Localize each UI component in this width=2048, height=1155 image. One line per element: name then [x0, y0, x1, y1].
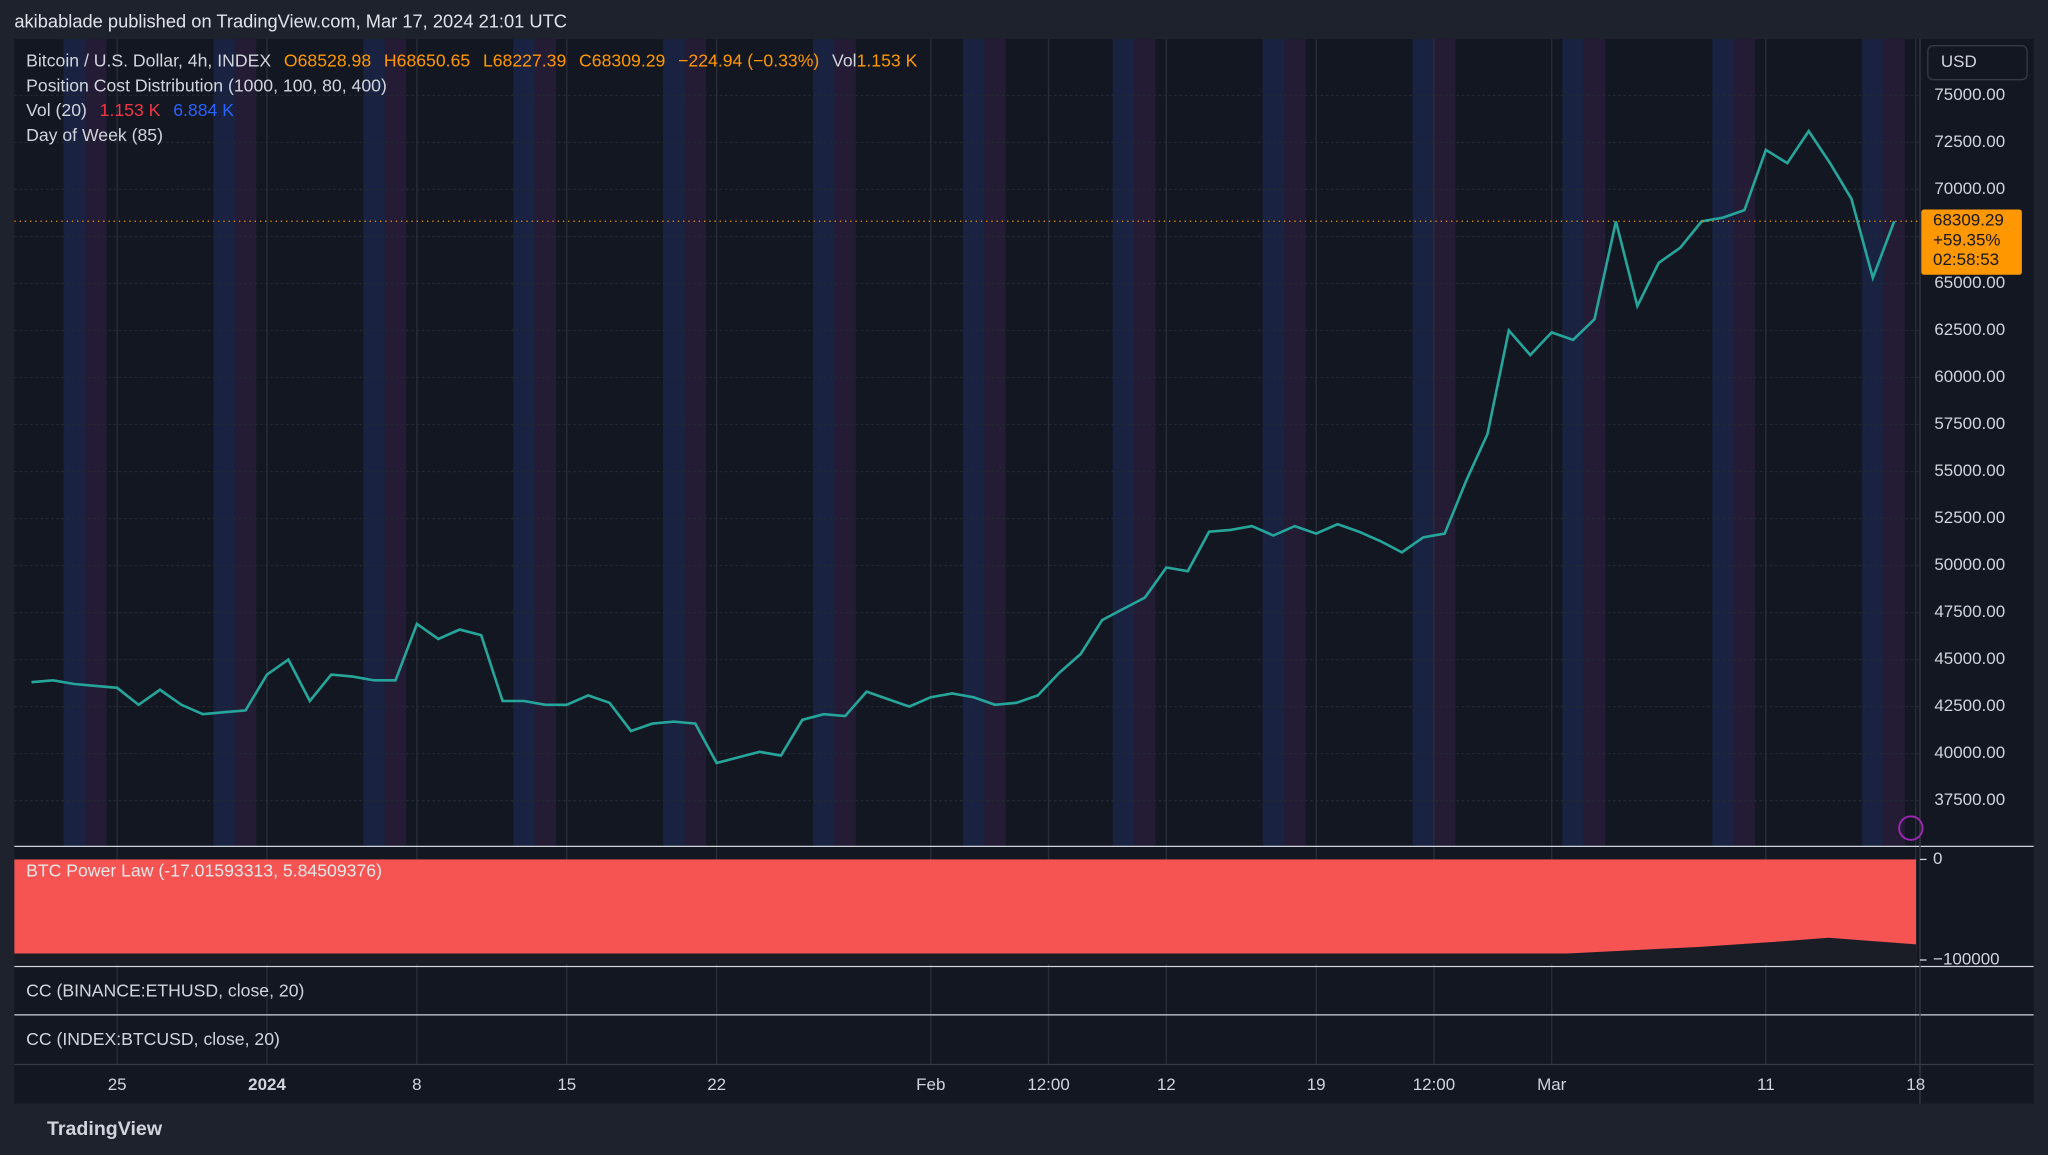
x-tick-label: Mar [1537, 1075, 1567, 1094]
x-tick-label: Feb [916, 1075, 945, 1094]
power-law-area [14, 859, 1917, 954]
y-tick-label: 62500.00 [1934, 320, 2005, 339]
y-tick-label: 65000.00 [1934, 273, 2005, 292]
weekend-band [962, 39, 985, 847]
weekend-band [984, 39, 1006, 847]
x-tick-label: 8 [412, 1075, 421, 1094]
weekend-band [663, 39, 685, 847]
vol-title: Vol (20) [26, 100, 87, 121]
weekend-band [213, 39, 235, 847]
y-tick-label: 45000.00 [1934, 649, 2005, 668]
close: C68309.29 [579, 50, 666, 71]
y-tick-label: 72500.00 [1934, 132, 2005, 151]
y-tick-label: 55000.00 [1934, 461, 2005, 480]
y-tick-label: 0 [1933, 849, 1942, 868]
alert-icon[interactable] [1898, 815, 1924, 841]
y-tick-label: 75000.00 [1934, 85, 2005, 104]
x-tick-label: 19 [1307, 1075, 1326, 1094]
btc-pane-title: CC (INDEX:BTCUSD, close, 20) [26, 1029, 280, 1049]
y-tick-label: 37500.00 [1934, 790, 2005, 809]
last-price-label: 68309.29 [1933, 211, 2004, 230]
vol-label: Vol [832, 50, 857, 71]
x-tick-label: 22 [707, 1075, 726, 1094]
vol-value: 1.153 K [856, 50, 918, 71]
publisher: akibablade published on TradingView.com,… [14, 10, 568, 32]
y-tick-label: −100000 [1933, 949, 2000, 968]
x-tick-label: 12:00 [1413, 1075, 1455, 1094]
weekend-band [1712, 39, 1734, 847]
weekend-band [834, 39, 856, 847]
weekend-band [85, 39, 107, 847]
x-tick-label: 12 [1157, 1075, 1176, 1094]
weekend-band [1412, 39, 1434, 847]
x-tick-label: 18 [1906, 1075, 1925, 1094]
weekend-band [1883, 39, 1906, 847]
weekend-band [1284, 39, 1306, 847]
price-line [31, 128, 1896, 765]
eth-pane-title: CC (BINANCE:ETHUSD, close, 20) [26, 980, 305, 1001]
x-tick-label: 25 [108, 1075, 127, 1094]
indicator-vol: Vol (20) 1.153 K 6.884 K [26, 101, 242, 121]
weekend-band [234, 39, 257, 847]
high: H68650.65 [383, 50, 471, 71]
change: −224.94 (−0.33%) [678, 50, 820, 71]
currency-box[interactable] [1927, 45, 2028, 81]
weekend-band [1862, 39, 1884, 847]
y-tick-label: 47500.00 [1934, 602, 2005, 621]
indicator-pcd: Position Cost Distribution (1000, 100, 8… [26, 75, 387, 96]
low: L68227.39 [482, 50, 567, 71]
weekend-band [363, 39, 385, 847]
symbol-legend: Bitcoin / U.S. Dollar, 4h, INDEX O68528.… [26, 51, 925, 71]
weekend-band [1433, 39, 1456, 847]
last-price-tag [1921, 209, 2022, 275]
y-tick-label: 57500.00 [1934, 414, 2005, 433]
weekend-band [513, 39, 535, 847]
currency-label: USD [1941, 52, 1977, 71]
x-tick-label: 11 [1757, 1075, 1775, 1094]
weekend-band [684, 39, 706, 847]
indicator-dow: Day of Week (85) [26, 125, 163, 145]
open: O68528.98 [283, 50, 372, 71]
weekend-band [1733, 39, 1756, 847]
weekend-band [1262, 39, 1285, 847]
weekend-band [1583, 39, 1606, 847]
weekend-band [813, 39, 835, 847]
y-tick-label: 60000.00 [1934, 367, 2005, 386]
weekend-band [534, 39, 557, 847]
power-law-title: BTC Power Law (-17.01593313, 5.84509376) [26, 860, 382, 881]
x-tick-label: 12:00 [1027, 1075, 1069, 1094]
y-tick-label: 70000.00 [1934, 179, 2005, 198]
weekend-band [63, 39, 86, 847]
vol-b: 6.884 K [173, 100, 234, 121]
x-tick-label: 15 [557, 1075, 576, 1094]
change-label: +59.35% [1933, 230, 2000, 249]
y-tick-label: 50000.00 [1934, 555, 2005, 574]
y-tick-label: 52500.00 [1934, 508, 2005, 527]
brand: TradingView [47, 1118, 163, 1141]
y-tick-label: 42500.00 [1934, 696, 2005, 715]
weekend-band [1562, 39, 1584, 847]
weekend-band [1134, 39, 1156, 847]
weekend-band [1112, 39, 1135, 847]
power-law-lower-area [14, 937, 1917, 964]
countdown-label: 02:58:53 [1933, 250, 1999, 269]
symbol: Bitcoin / U.S. Dollar, 4h, INDEX [26, 50, 272, 71]
y-tick-label: 40000.00 [1934, 743, 2005, 762]
x-tick-label: 2024 [248, 1075, 286, 1094]
vol-a: 1.153 K [99, 100, 161, 121]
weekend-band [384, 39, 407, 847]
